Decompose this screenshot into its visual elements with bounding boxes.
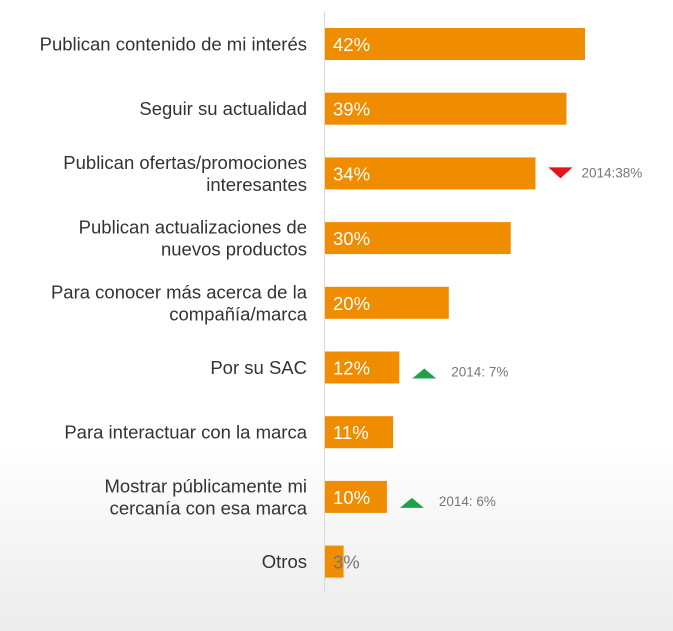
category-label-line: Otros [262,551,307,572]
category-label-line: Publican actualizaciones de [79,217,307,238]
up-arrow-icon [399,497,424,508]
category-label-1: Publican contenido de mi interés [40,34,307,55]
category-label-line: Para conocer más acerca de la [51,281,308,302]
value-label-9: 3% [333,552,360,573]
category-label-line: nuevos productos [161,239,307,260]
value-label-3: 34% [333,163,370,184]
category-label-line: Publican ofertas/promociones [63,152,307,173]
category-label-7: Para interactuar con la marca [64,422,307,443]
bar-6 [325,351,400,384]
bar-2 [325,92,567,125]
value-label-1: 42% [333,34,370,55]
category-label-2: Seguir su actualidad [139,98,307,119]
comparison-note-1: 2014:38% [581,165,642,180]
value-label-8: 10% [333,487,370,508]
value-label-2: 39% [333,99,370,120]
comparison-note-3: 2014: 6% [439,494,496,509]
category-label-4: Publican actualizaciones de nuevos produc… [79,217,307,260]
value-label-7: 11% [333,422,369,443]
category-label-line: Publican contenido de mi interés [40,34,307,55]
value-label-6: 12% [333,358,370,379]
up-arrow-icon [412,368,437,379]
category-label-8: Mostrar públicamente mi cercanía con esa … [104,475,307,518]
category-label-line: Seguir su actualidad [139,98,307,119]
category-label-6: Por su SAC [210,357,307,378]
down-arrow-icon [548,167,573,179]
value-label-4: 30% [333,228,370,249]
category-label-line: Mostrar públicamente mi [104,475,307,496]
bar-7 [325,416,394,449]
bar-9 [325,545,344,578]
category-label-line: cercanía con esa marca [110,497,308,518]
bar-8 [325,480,387,513]
bar-5 [325,286,449,319]
value-label-5: 20% [333,293,370,314]
category-label-line: Para interactuar con la marca [64,422,307,443]
bar-3 [325,157,536,190]
bar-4 [325,222,511,255]
category-label-5: Para conocer más acerca de la compañía/ma… [51,281,308,324]
category-label-line: interesantes [206,174,307,195]
bar-1 [325,28,585,60]
category-label-line: Por su SAC [210,357,307,378]
category-label-3: Publican ofertas/promociones interesantes [63,152,307,195]
comparison-note-2: 2014: 7% [451,365,508,380]
category-label-9: Otros [262,551,307,572]
category-label-line: compañía/marca [169,303,307,324]
